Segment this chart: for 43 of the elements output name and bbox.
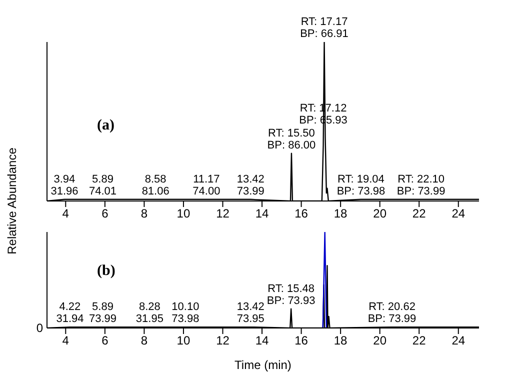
x-tick-label: 14 <box>255 334 270 348</box>
x-tick-label: 6 <box>102 206 109 221</box>
annotation: RT: 19.04 BP: 73.98 <box>336 173 386 198</box>
annotation: RT: 15.50 BP: 86.00 <box>267 127 316 152</box>
x-tick-label: 24 <box>452 334 466 348</box>
x-tick-label: 22 <box>412 206 426 221</box>
annotation: 13.42 73.99 <box>236 173 264 198</box>
annotation: RT: 22.10 BP: 73.99 <box>396 173 446 198</box>
x-tick-label: 4 <box>62 334 70 348</box>
annotation: 11.17 74.00 <box>192 173 220 198</box>
annotation: 5.89 74.01 <box>89 173 117 198</box>
annotation: 8.58 81.06 <box>142 173 170 198</box>
annotation: 8.28 31.95 <box>136 301 164 326</box>
x-tick-label: 24 <box>452 206 466 221</box>
x-tick-label: 6 <box>102 334 109 348</box>
x-tick-label: 20 <box>373 206 387 221</box>
x-tick-label: 10 <box>176 206 190 221</box>
x-tick-label: 14 <box>255 206 270 221</box>
x-tick-label: 18 <box>334 206 348 221</box>
annotation: RT: 17.17 BP: 66.91 <box>300 16 348 40</box>
x-tick-label: 10 <box>176 334 190 348</box>
x-tick-label: 12 <box>216 334 230 348</box>
text: 0 <box>36 321 44 335</box>
x-tick-label: 8 <box>140 206 148 221</box>
annotation: 4.22 31.94 <box>56 301 84 326</box>
x-tick-label: 16 <box>294 334 308 348</box>
annotation: (b) <box>97 263 116 280</box>
x-axis-title: Time (min) <box>234 358 292 372</box>
annotation: 5.89 73.99 <box>89 301 117 326</box>
x-tick-label: 4 <box>62 206 70 221</box>
x-tick-label: 18 <box>334 334 348 348</box>
annotation: 3.94 31.96 <box>50 173 78 198</box>
annotation: 13.42 73.95 <box>236 301 264 326</box>
annotation: (a) <box>97 117 114 134</box>
x-tick-label: 22 <box>412 334 426 348</box>
x-tick-label: 12 <box>216 206 230 221</box>
x-tick-label: 20 <box>373 334 387 348</box>
annotation: RT: 15.48 BP: 73.93 <box>266 282 316 307</box>
y-axis-title: Relative Abundance <box>5 147 19 254</box>
x-tick-label: 16 <box>294 206 308 221</box>
annotation: RT: 20.62 BP: 73.99 <box>368 301 416 326</box>
annotation: 10.10 73.98 <box>172 301 200 326</box>
x-tick-label: 8 <box>140 334 148 348</box>
